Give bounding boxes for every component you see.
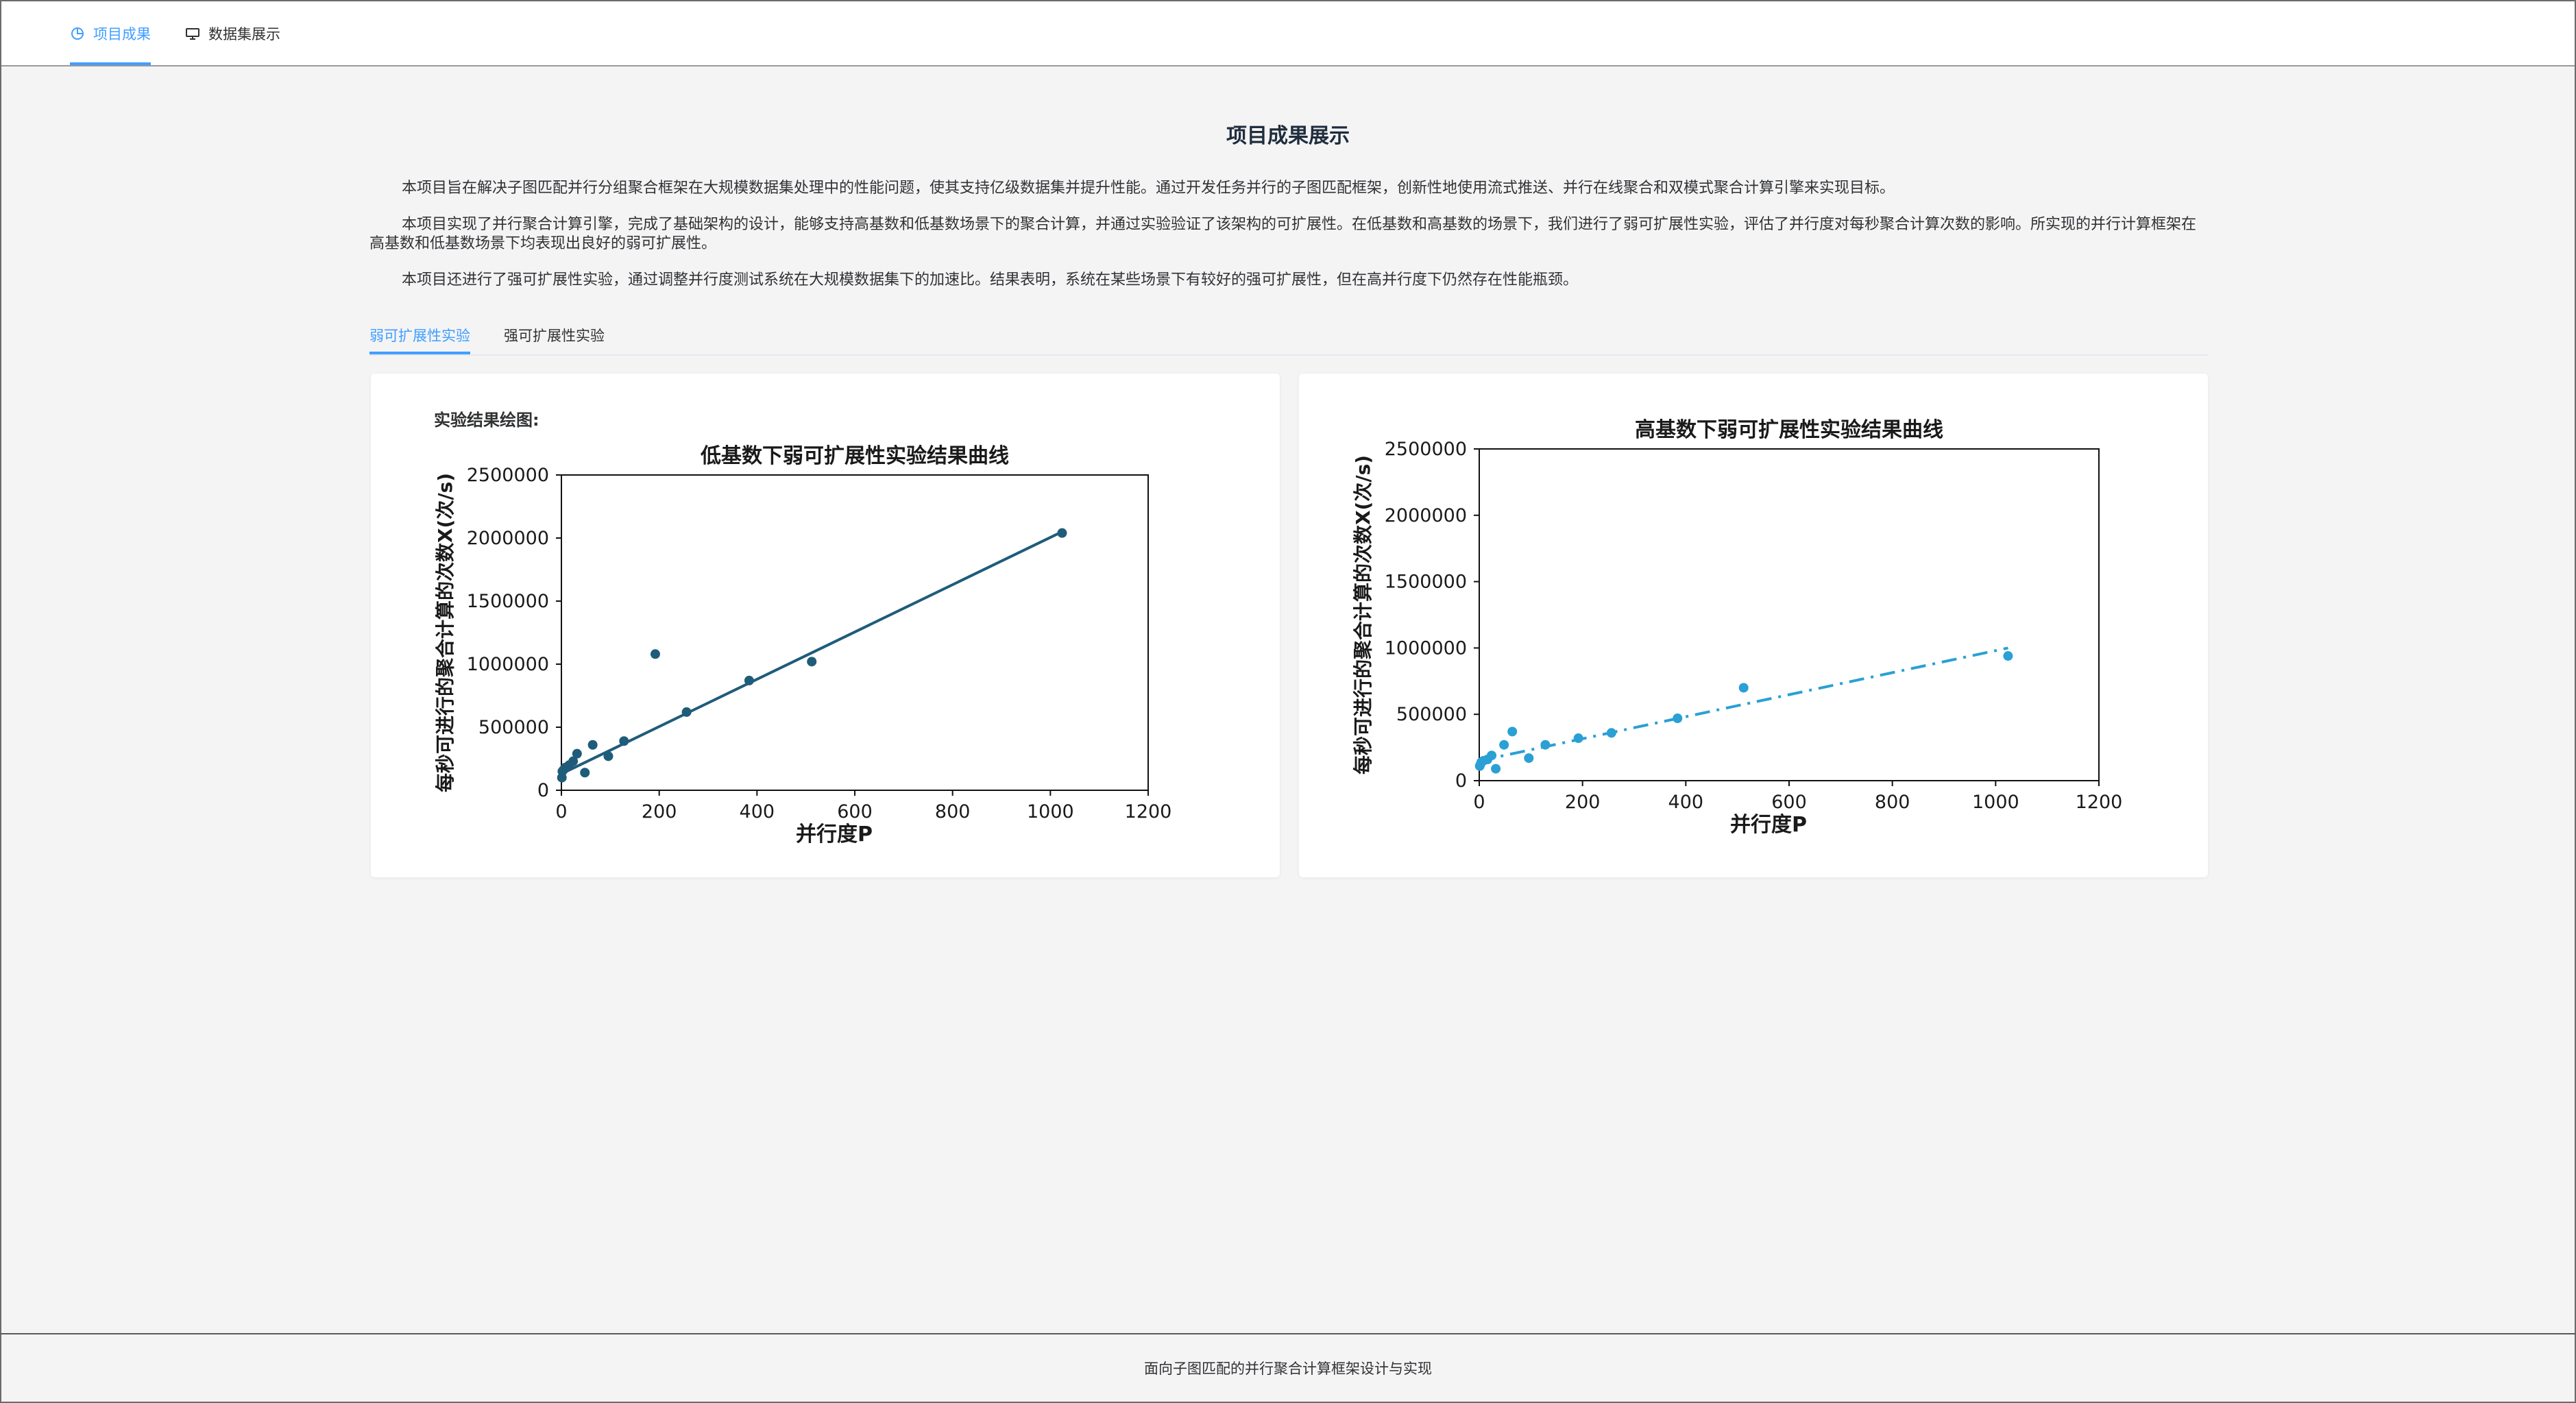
pie-chart-icon [70, 26, 85, 41]
intro-paragraph-1: 本项目旨在解决子图匹配并行分组聚合框架在大规模数据集处理中的性能问题，使其支持亿… [402, 180, 1895, 197]
plot-frame [1479, 448, 2100, 781]
y-tick-label: 500000 [478, 717, 549, 738]
y-tick-label: 1500000 [1385, 572, 1467, 593]
data-point [1573, 733, 1583, 744]
y-tick-label: 2000000 [1385, 505, 1467, 526]
chart-section-label: 实验结果绘图: [434, 411, 539, 430]
data-point [572, 748, 582, 759]
page-title: 项目成果展示 [1226, 124, 1350, 148]
data-point [568, 756, 579, 766]
x-tick-label: 1200 [1125, 801, 1172, 822]
x-tick-label: 400 [1668, 792, 1704, 813]
x-tick-label: 200 [1565, 792, 1601, 813]
data-point [1540, 740, 1551, 750]
data-point [1524, 753, 1534, 764]
intro-paragraph-3: 本项目还进行了强可扩展性实验，通过调整并行度测试系统在大规模数据集下的加速比。结… [402, 271, 1579, 289]
y-tick-label: 0 [1455, 770, 1467, 792]
menu-item-project-results[interactable]: 项目成果 [70, 1, 151, 65]
y-tick-label: 0 [537, 780, 549, 801]
x-tick-label: 600 [837, 801, 873, 822]
fit-line [1479, 646, 2008, 762]
data-point [807, 657, 817, 667]
x-tick-label: 800 [935, 801, 971, 822]
data-point [1491, 764, 1501, 774]
top-nav-bar: 项目成果 数据集展示 [0, 0, 2576, 66]
tab-strong-scalability[interactable]: 强可扩展性实验 [504, 328, 605, 344]
data-point [1057, 528, 1067, 538]
chart-title: 高基数下弱可扩展性实验结果曲线 [1635, 418, 1943, 442]
x-tick-label: 400 [740, 801, 775, 822]
x-tick-label: 0 [555, 801, 567, 822]
data-point [619, 736, 629, 746]
y-tick-label: 2000000 [467, 528, 549, 549]
y-tick-label: 500000 [1396, 704, 1467, 725]
x-tick-label: 800 [1875, 792, 1910, 813]
y-axis-label: 每秒可进行的聚合计算的次数X(次/s) [434, 473, 457, 792]
menu-item-dataset-display[interactable]: 数据集展示 [185, 1, 280, 65]
data-point [1499, 740, 1509, 750]
high-cardinality-chart: 高基数下弱可扩展性实验结果曲线 0 200 400 600 800 1000 1200 0 500… [1352, 418, 2123, 837]
menu-item-label: 项目成果 [93, 25, 151, 42]
fit-line [561, 530, 1063, 775]
chart-title: 低基数下弱可扩展性实验结果曲线 [700, 444, 1009, 468]
data-point [1738, 683, 1749, 693]
intro-paragraph-2: 本项目实现了并行聚合计算引擎，完成了基础架构的设计，能够支持高基数和低基数场景下… [369, 216, 2197, 252]
x-tick-label: 1000 [1972, 792, 2019, 813]
x-tick-label: 1000 [1027, 801, 1074, 822]
x-tick-label: 600 [1771, 792, 1807, 813]
monitor-icon [185, 26, 200, 41]
y-tick-label: 2500000 [467, 465, 549, 486]
data-point [2003, 651, 2013, 661]
data-point [681, 707, 692, 717]
x-tick-label: 200 [642, 801, 677, 822]
data-point [744, 675, 754, 685]
data-point [650, 649, 660, 659]
x-tick-label: 0 [1473, 792, 1485, 813]
y-tick-label: 1000000 [467, 654, 549, 675]
y-tick-label: 1500000 [467, 591, 549, 612]
data-point [1606, 728, 1616, 738]
experiment-tabs: 弱可扩展性实验 强可扩展性实验 [369, 319, 2208, 356]
data-point [580, 768, 590, 778]
data-point [1507, 727, 1518, 737]
chart-card-low-cardinality: 实验结果绘图: 低基数下弱可扩展性实验结果曲线 0 200 400 600 800 1000… [371, 374, 1280, 877]
y-tick-label: 2500000 [1385, 439, 1467, 460]
x-axis-label: 并行度P [796, 822, 873, 846]
footer-text: 面向子图匹配的并行聚合计算框架设计与实现 [1144, 1361, 1432, 1377]
chart-card-high-cardinality: 高基数下弱可扩展性实验结果曲线 0 200 400 600 800 1000 1200 0 500… [1299, 374, 2208, 877]
x-axis-label: 并行度P [1730, 813, 1807, 837]
data-point [1487, 751, 1497, 761]
low-cardinality-chart: 低基数下弱可扩展性实验结果曲线 0 200 400 600 800 1000 1200 0 500… [434, 444, 1172, 846]
data-point [587, 740, 598, 750]
main-content: 项目成果展示 本项目旨在解决子图匹配并行分组聚合框架在大规模数据集处理中的性能问… [0, 65, 2576, 1333]
footer: 面向子图匹配的并行聚合计算框架设计与实现 [0, 1333, 2576, 1403]
data-point [603, 751, 613, 761]
menu-item-label: 数据集展示 [208, 25, 280, 42]
y-axis-label: 每秒可进行的聚合计算的次数X(次/s) [1352, 455, 1374, 774]
tab-weak-scalability[interactable]: 弱可扩展性实验 [369, 319, 470, 354]
x-tick-label: 1200 [2076, 792, 2123, 813]
y-tick-label: 1000000 [1385, 637, 1467, 659]
data-point [1673, 713, 1683, 724]
